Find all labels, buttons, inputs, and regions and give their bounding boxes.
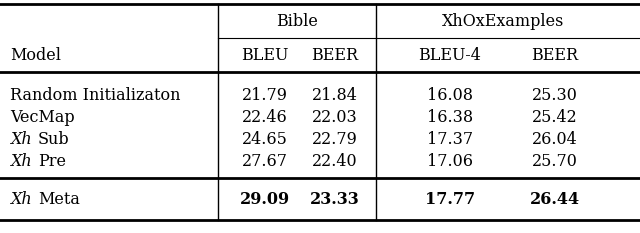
Text: 16.38: 16.38 (427, 110, 473, 127)
Text: 17.06: 17.06 (427, 154, 473, 171)
Text: XhOxExamples: XhOxExamples (442, 14, 564, 31)
Text: Pre: Pre (38, 154, 66, 171)
Text: Bible: Bible (276, 14, 318, 31)
Text: BEER: BEER (531, 48, 579, 65)
Text: 27.67: 27.67 (242, 154, 288, 171)
Text: 21.84: 21.84 (312, 88, 358, 104)
Text: 26.04: 26.04 (532, 131, 578, 148)
Text: Model: Model (10, 48, 61, 65)
Text: 23.33: 23.33 (310, 192, 360, 209)
Text: BLEU: BLEU (241, 48, 289, 65)
Text: 22.03: 22.03 (312, 110, 358, 127)
Text: VecMap: VecMap (10, 110, 75, 127)
Text: 17.37: 17.37 (427, 131, 473, 148)
Text: 25.30: 25.30 (532, 88, 578, 104)
Text: Xh: Xh (10, 192, 31, 209)
Text: 21.79: 21.79 (242, 88, 288, 104)
Text: 17.77: 17.77 (425, 192, 475, 209)
Text: Xh: Xh (10, 131, 31, 148)
Text: 22.46: 22.46 (242, 110, 288, 127)
Text: BLEU-4: BLEU-4 (419, 48, 481, 65)
Text: Sub: Sub (38, 131, 70, 148)
Text: 16.08: 16.08 (427, 88, 473, 104)
Text: 22.40: 22.40 (312, 154, 358, 171)
Text: Xh: Xh (10, 154, 31, 171)
Text: 29.09: 29.09 (240, 192, 290, 209)
Text: Meta: Meta (38, 192, 80, 209)
Text: 24.65: 24.65 (242, 131, 288, 148)
Text: 26.44: 26.44 (530, 192, 580, 209)
Text: Random Initializaton: Random Initializaton (10, 88, 180, 104)
Text: 25.70: 25.70 (532, 154, 578, 171)
Text: 25.42: 25.42 (532, 110, 578, 127)
Text: BEER: BEER (312, 48, 358, 65)
Text: 22.79: 22.79 (312, 131, 358, 148)
